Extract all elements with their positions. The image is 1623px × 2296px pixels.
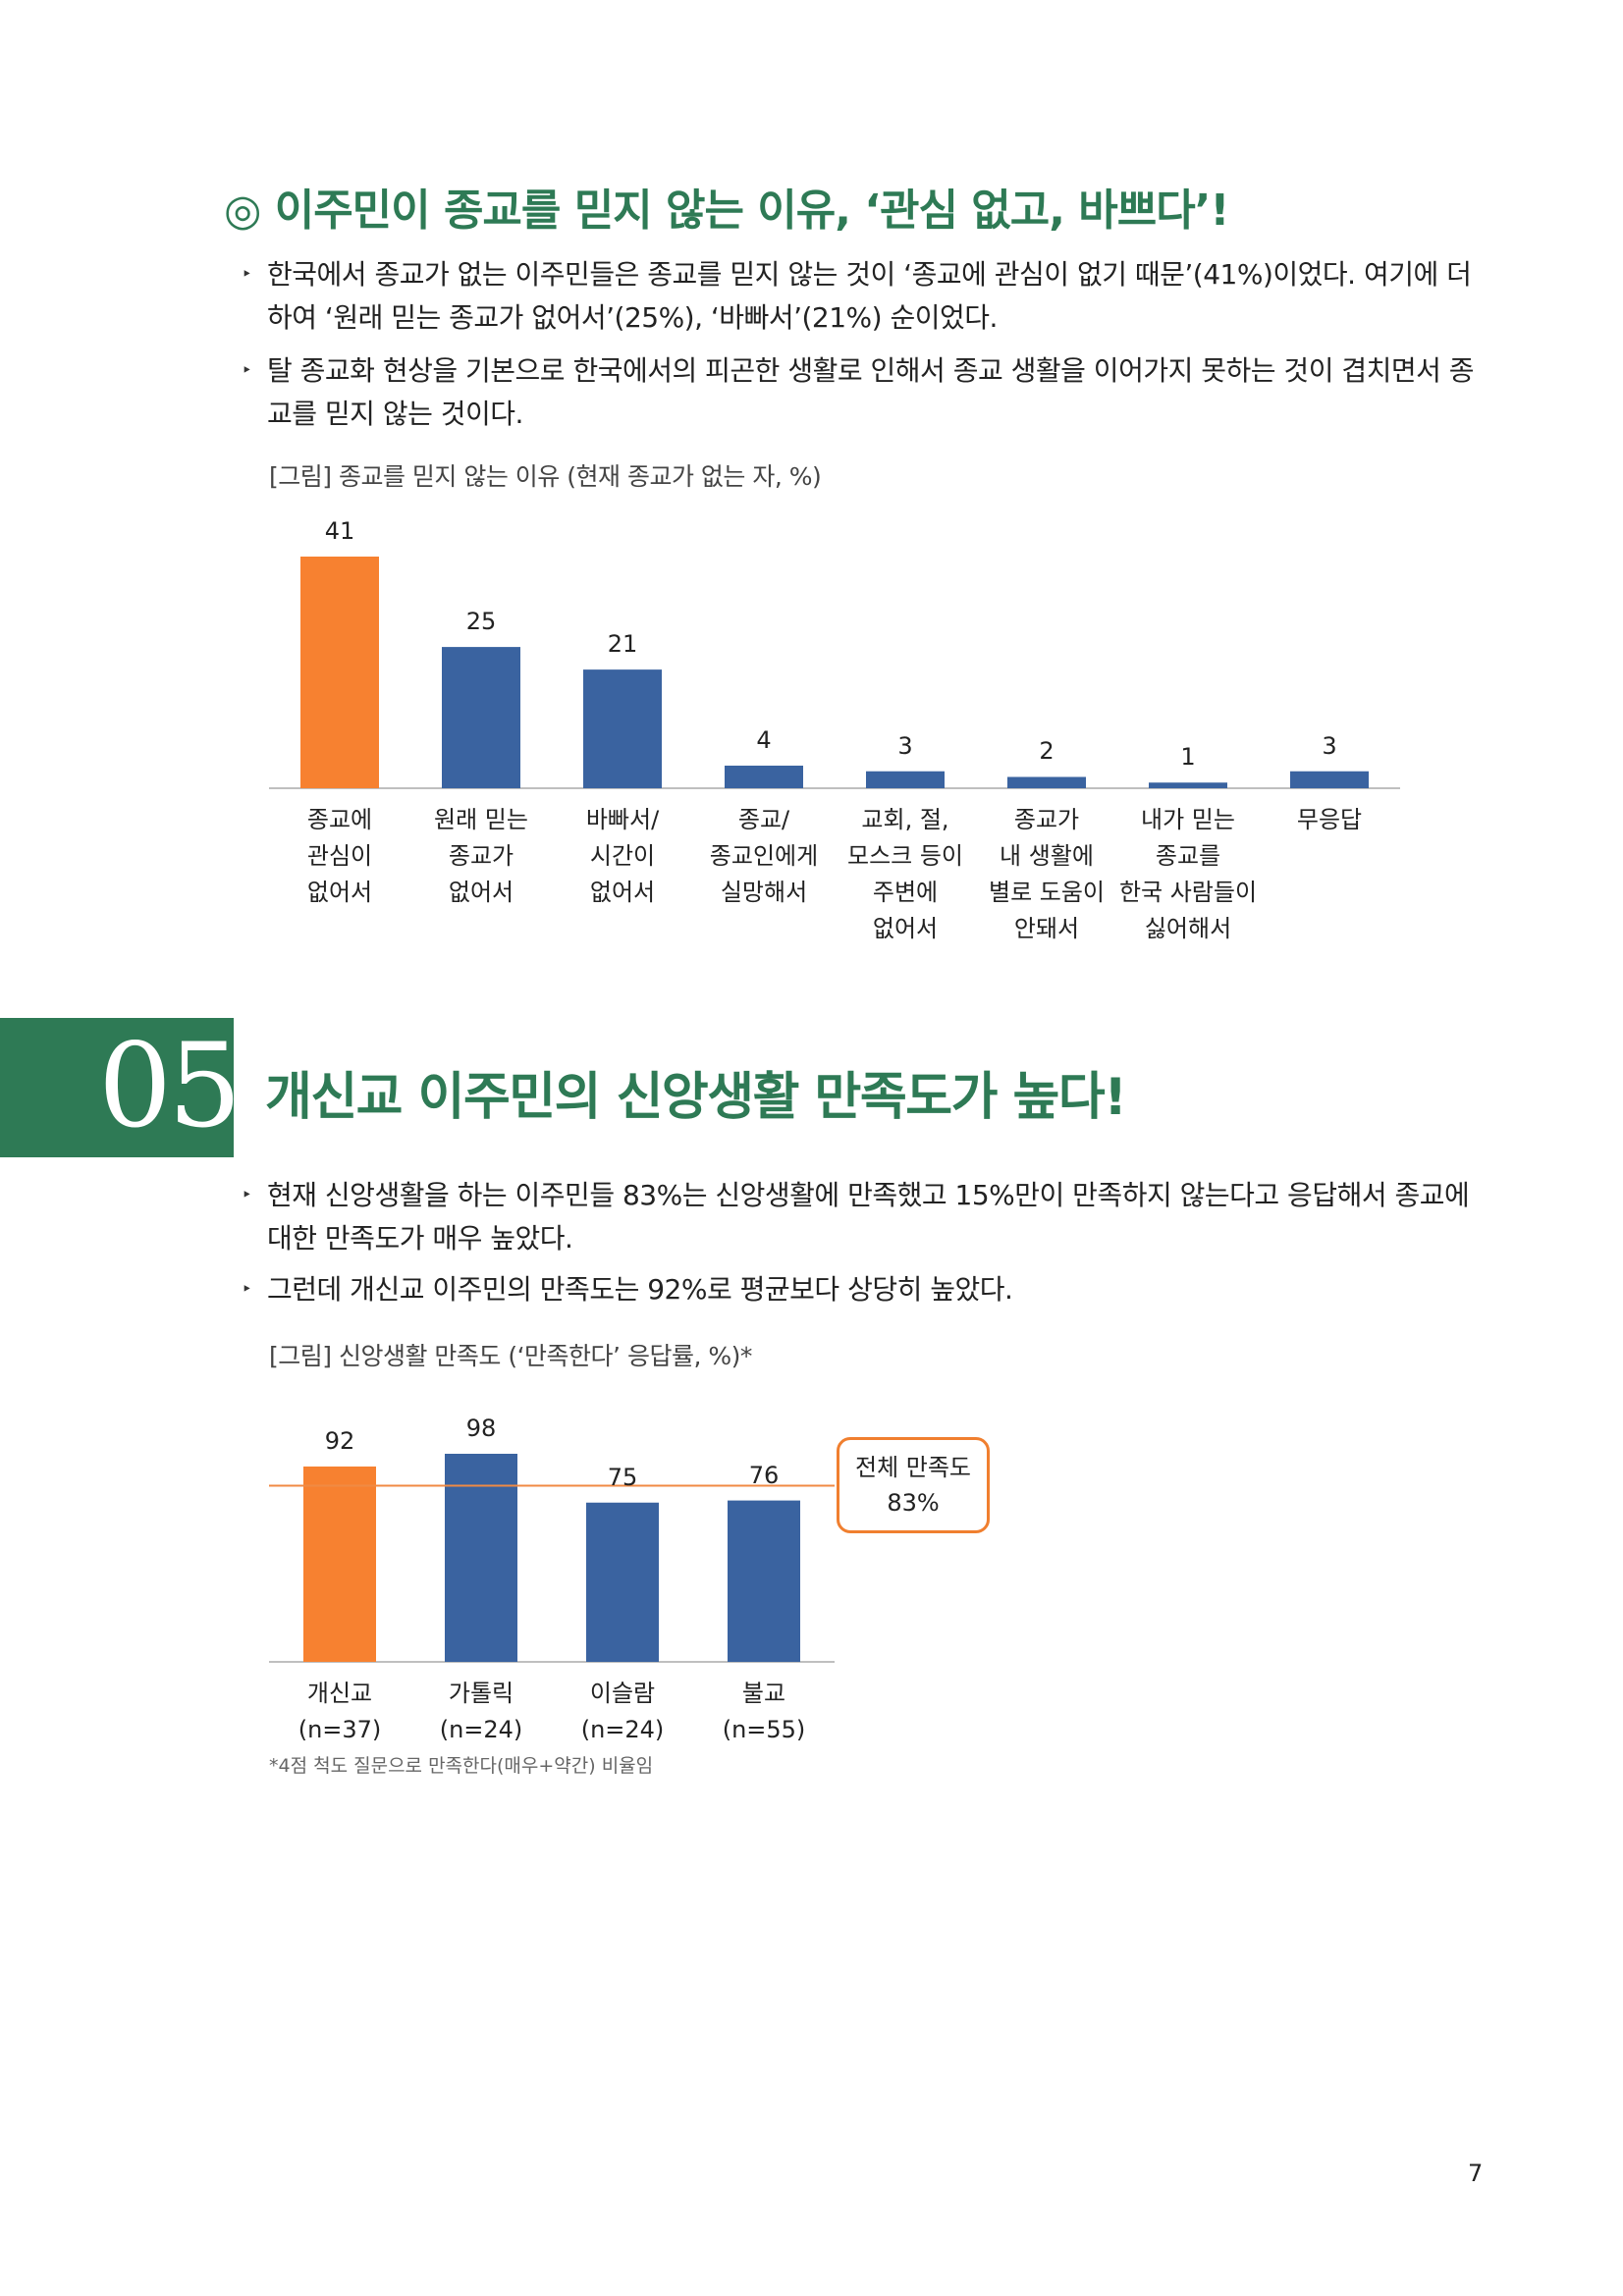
category-label: 종교/ 종교인에게 실망해서 [709,806,819,906]
category-label: 이슬람 (n=24) [580,1680,665,1743]
footnote: *4점 척도 질문으로 만족한다(매우+약간) 비율임 [269,1755,654,1777]
bar [725,765,803,788]
section-number: 05 [98,1018,242,1153]
bullet-item: ‣ 그런데 개신교 이주민의 만족도는 92%로 평균보다 상당히 높았다. [242,1268,1481,1311]
category-label: 바빠서/ 시간이 없어서 [585,806,660,906]
bullet-item: ‣ 현재 신앙생활을 하는 이주민들 83%는 신앙생활에 만족했고 15%만이… [242,1174,1481,1260]
bar [586,1502,659,1662]
bar [1007,776,1086,788]
data-label: 41 [324,517,355,545]
data-label: 25 [465,608,497,636]
bar [300,557,379,788]
bullet-text: 탈 종교화 현상을 기본으로 한국에서의 피곤한 생활로 인해서 종교 생활을 … [267,354,1475,430]
bullet-marker-icon: ‣ [242,360,252,381]
section1-bullets: ‣ 한국에서 종교가 없는 이주민들은 종교를 믿지 않는 것이 ‘종교에 관심… [242,253,1481,444]
bullet-item: ‣ 탈 종교화 현상을 기본으로 한국에서의 피곤한 생활로 인해서 종교 생활… [242,349,1481,436]
data-label: 3 [897,731,913,760]
data-label: 3 [1322,731,1337,760]
overall-satisfaction-callout: 전체 만족도 83% [837,1437,990,1533]
bar [728,1500,800,1662]
section-title: ◎ 이주민이 종교를 믿지 않는 이유, ‘관심 없고, 바쁘다’! [224,186,1229,236]
category-label: 무응답 [1296,806,1363,833]
data-label: 1 [1180,743,1196,772]
data-label: 75 [607,1463,638,1491]
page-number: 7 [1468,2160,1484,2187]
bullet-text: 한국에서 종교가 없는 이주민들은 종교를 믿지 않는 것이 ‘종교에 관심이 … [267,258,1472,334]
data-label: 76 [748,1461,780,1489]
data-label: 92 [324,1426,355,1455]
bar [1149,782,1227,788]
bar [445,1454,517,1662]
bullet-marker-icon: ‣ [242,1185,252,1205]
section5-bullets: ‣ 현재 신앙생활을 하는 이주민들 83%는 신앙생활에 만족했고 15%만이… [242,1174,1481,1319]
callout-label: 전체 만족도 [854,1454,972,1481]
section5-title: 개신교 이주민의 신앙생활 만족도가 높다! [265,1068,1127,1127]
category-label: 가톨릭 (n=24) [439,1680,523,1743]
bullet-text: 현재 신앙생활을 하는 이주민들 83%는 신앙생활에 만족했고 15%만이 만… [267,1179,1470,1255]
bar [583,669,662,788]
bar [303,1466,376,1662]
data-label: 2 [1039,737,1055,766]
bar [1290,771,1369,788]
category-label: 원래 믿는 종교가 없어서 [434,806,528,906]
category-label: 교회, 절, 모스크 등이 주변에 없어서 [846,806,964,942]
data-label: 4 [756,725,772,754]
bullet-marker-icon: ‣ [242,264,252,285]
bullet-marker-icon: ‣ [242,1279,252,1300]
bullet-text: 그런데 개신교 이주민의 만족도는 92%로 평균보다 상당히 높았다. [267,1273,1013,1306]
bar [866,771,945,788]
figure-caption: [그림] 종교를 믿지 않는 이유 (현재 종교가 없는 자, %) [269,462,822,491]
category-label: 내가 믿는 종교를 한국 사람들이 싫어해서 [1118,806,1258,942]
figure-caption: [그림] 신앙생활 만족도 (‘만족한다’ 응답률, %)* [269,1342,752,1370]
bullet-item: ‣ 한국에서 종교가 없는 이주민들은 종교를 믿지 않는 것이 ‘종교에 관심… [242,253,1481,340]
category-label: 불교 (n=55) [722,1680,806,1743]
data-label: 21 [607,630,638,659]
category-label: 종교에 관심이 없어서 [306,806,373,906]
category-label: 개신교 (n=37) [298,1680,382,1743]
bar [442,647,520,788]
data-label: 98 [465,1415,497,1442]
callout-value: 83% [887,1489,940,1517]
category-label: 종교가 내 생활에 별로 도움이 안돼서 [988,806,1106,942]
section-number-box [0,1018,234,1157]
